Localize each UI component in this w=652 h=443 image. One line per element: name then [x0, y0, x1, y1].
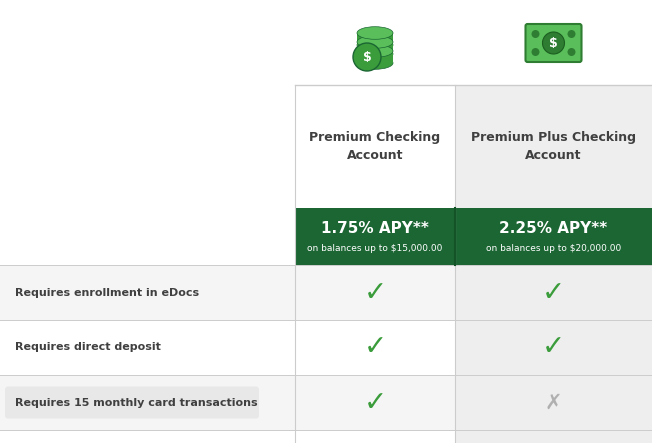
Text: ✓: ✓	[542, 334, 565, 361]
Circle shape	[567, 30, 576, 38]
Ellipse shape	[357, 39, 393, 51]
Ellipse shape	[357, 36, 393, 48]
Bar	[455, 375, 652, 430]
Bar	[455, 320, 652, 375]
Text: on balances up to $15,000.00: on balances up to $15,000.00	[307, 244, 443, 253]
FancyBboxPatch shape	[526, 24, 582, 62]
Text: Premium Checking
Account: Premium Checking Account	[310, 131, 441, 162]
Text: Requires 15 monthly card transactions: Requires 15 monthly card transactions	[15, 397, 258, 408]
Text: Requires direct deposit: Requires direct deposit	[15, 342, 161, 353]
Ellipse shape	[357, 45, 393, 57]
Circle shape	[531, 48, 539, 56]
Bar	[455, 85, 652, 443]
Bar	[455, 265, 652, 320]
Text: 2.25% APY**: 2.25% APY**	[499, 221, 608, 236]
Ellipse shape	[357, 27, 393, 39]
Text: ✓: ✓	[363, 279, 387, 307]
Text: $: $	[363, 51, 372, 63]
Bar	[0, 265, 652, 320]
FancyBboxPatch shape	[357, 51, 393, 63]
Text: ✓: ✓	[363, 389, 387, 416]
Circle shape	[353, 43, 381, 71]
Bar	[0, 320, 652, 375]
Circle shape	[567, 48, 576, 56]
Bar	[455, 430, 652, 443]
Text: ✓: ✓	[363, 334, 387, 361]
Ellipse shape	[357, 48, 393, 60]
Ellipse shape	[357, 57, 393, 69]
Text: Requires enrollment in eDocs: Requires enrollment in eDocs	[15, 288, 199, 298]
Text: $: $	[549, 36, 558, 50]
Text: 1.75% APY**: 1.75% APY**	[321, 221, 429, 236]
Bar	[0, 375, 652, 430]
Text: ✗: ✗	[545, 392, 562, 412]
Bar	[295, 208, 652, 265]
FancyBboxPatch shape	[357, 42, 393, 54]
Text: Premium Plus Checking
Account: Premium Plus Checking Account	[471, 131, 636, 162]
Text: on balances up to $20,000.00: on balances up to $20,000.00	[486, 244, 621, 253]
Text: ✓: ✓	[542, 279, 565, 307]
Circle shape	[542, 32, 565, 54]
FancyBboxPatch shape	[357, 33, 393, 45]
FancyBboxPatch shape	[5, 386, 259, 419]
Bar	[0, 430, 652, 443]
Circle shape	[531, 30, 539, 38]
